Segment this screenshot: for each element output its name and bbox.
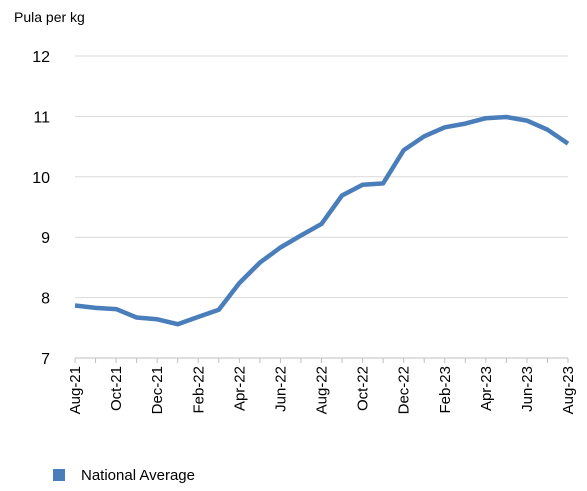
legend: National Average [53, 467, 195, 484]
x-tick-label: Jun-23 [519, 366, 536, 412]
x-tick-label: Dec-22 [396, 366, 413, 414]
series [74, 114, 570, 327]
y-tick-label: 8 [41, 291, 50, 308]
y-axis-label: Pula per kg [14, 9, 85, 25]
y-tick-label: 12 [32, 49, 50, 66]
x-tick-label: Apr-23 [478, 366, 495, 411]
x-tick-label: Aug-21 [67, 366, 84, 414]
y-tick-labels: 7 8 9 10 11 12 [32, 49, 50, 368]
x-tick-labels: Aug-21 Oct-21 Dec-21 Feb-22 Apr-22 Jun-22 Aug-… [67, 366, 577, 414]
y-tick-label: 11 [33, 109, 50, 126]
y-tick-label: 10 [32, 170, 50, 187]
x-tick-label: Aug-23 [560, 366, 577, 414]
x-tick-label: Oct-22 [355, 366, 372, 411]
x-tick-label: Dec-21 [149, 366, 166, 414]
series-line-national-average [74, 114, 570, 327]
x-tick-label: Feb-23 [437, 366, 454, 414]
legend-swatch [53, 469, 65, 481]
x-tick-label: Aug-22 [314, 366, 331, 414]
y-tick-label: 7 [41, 351, 50, 368]
y-tick-label: 9 [41, 230, 50, 247]
axes [74, 357, 569, 363]
x-tick-label: Feb-22 [190, 366, 207, 414]
x-tick-label: Apr-22 [231, 366, 248, 411]
gridlines [75, 55, 568, 299]
legend-label: National Average [81, 467, 195, 484]
x-tick-label: Jun-22 [272, 366, 289, 412]
x-tick-label: Oct-21 [108, 366, 125, 411]
